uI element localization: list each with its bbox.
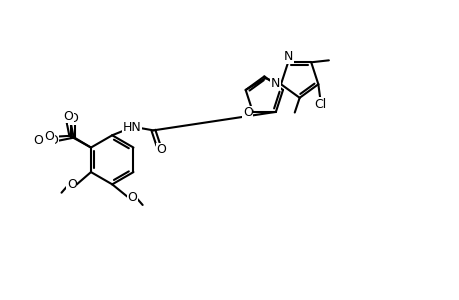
Text: O: O (156, 143, 166, 157)
Text: HN: HN (122, 121, 141, 134)
Text: O: O (33, 134, 43, 147)
Text: Cl: Cl (314, 98, 326, 111)
Text: O: O (63, 110, 73, 123)
Text: O: O (127, 190, 137, 204)
Text: O: O (68, 112, 78, 124)
Text: N: N (270, 77, 280, 90)
Text: O: O (49, 134, 58, 147)
Text: O: O (44, 130, 54, 143)
Text: N: N (283, 50, 293, 63)
Text: O: O (67, 178, 77, 191)
Text: O: O (242, 106, 252, 119)
